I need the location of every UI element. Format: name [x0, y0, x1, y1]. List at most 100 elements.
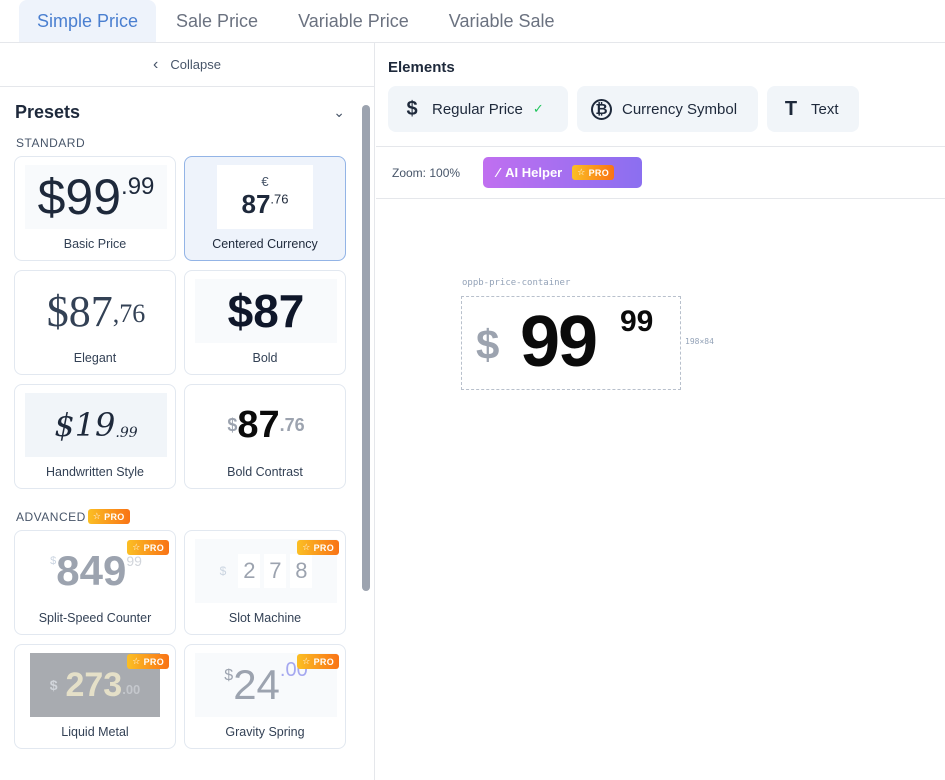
pro-badge: ☆ PRO	[297, 654, 339, 669]
preview-decimal: .99	[121, 173, 155, 200]
preset-preview: $19.99	[25, 393, 167, 457]
regular-price-button[interactable]: $ Regular Price ✓	[388, 86, 568, 132]
preset-bold[interactable]: $87 Bold	[184, 270, 346, 375]
preset-centered-currency[interactable]: € 87.76 Centered Currency	[184, 156, 346, 261]
currency-symbol-button[interactable]: ₿ Currency Symbol	[577, 86, 758, 132]
preview-currency: €	[261, 174, 269, 189]
collapse-button[interactable]: ‹ Collapse	[0, 43, 374, 87]
magic-wand-icon: ⁄	[497, 165, 500, 180]
advanced-label-text: ADVANCED	[16, 509, 86, 524]
dollar-icon: $	[406, 97, 418, 120]
tab-bar: Simple Price Sale Price Variable Price V…	[0, 0, 945, 43]
preview-currency: $	[49, 677, 58, 693]
preset-basic-price[interactable]: $99.99 Basic Price	[14, 156, 176, 261]
preset-handwritten-style[interactable]: $19.99 Handwritten Style	[14, 384, 176, 489]
tab-variable-sale[interactable]: Variable Sale	[448, 11, 555, 31]
check-icon: ✓	[532, 101, 544, 116]
preset-label: Handwritten Style	[46, 465, 144, 479]
star-icon: ☆	[577, 167, 586, 177]
presets-header[interactable]: Presets ⌄	[15, 102, 345, 123]
price-container[interactable]: $ 99 99	[461, 296, 681, 390]
preview-currency: $	[50, 555, 57, 567]
canvas-price-main[interactable]: 99	[520, 302, 598, 382]
elements-title: Elements	[388, 59, 455, 76]
preview-decimal: .99	[115, 425, 138, 441]
pro-badge: ☆ PRO	[87, 509, 130, 524]
star-icon: ☆	[132, 656, 141, 666]
preset-slot-machine[interactable]: $ 2 7 8 ☆ PRO Slot Machine	[184, 530, 346, 635]
preview-main: 87	[253, 285, 305, 337]
preset-split-speed-counter[interactable]: $849 99 ☆ PRO Split-Speed Counter	[14, 530, 176, 635]
presets-title: Presets	[15, 102, 81, 122]
design-canvas[interactable]	[376, 198, 945, 780]
preview-main: 19	[74, 406, 116, 444]
presets-sidebar: ‹ Collapse Presets ⌄ STANDARD $99.99 Bas…	[0, 43, 375, 780]
preset-gravity-spring[interactable]: $24.00 ☆ PRO Gravity Spring	[184, 644, 346, 749]
preview-currency: $	[227, 285, 254, 337]
canvas-price-decimal[interactable]: 99	[620, 305, 654, 338]
slot-reel: 8	[290, 554, 313, 588]
bitcoin-icon: ₿	[591, 98, 612, 120]
preset-preview: $849 99	[25, 539, 167, 603]
pro-badge: ☆ PRO	[572, 165, 615, 180]
preview-currency: $	[227, 414, 238, 435]
pro-badge-text: PRO	[143, 656, 164, 667]
tab-variable-price[interactable]: Variable Price	[298, 11, 409, 31]
preset-label: Bold	[252, 351, 278, 365]
preview-main: 849	[56, 547, 127, 594]
preview-currency: $	[37, 169, 66, 225]
preset-preview: € 87.76	[217, 165, 313, 229]
preset-label: Basic Price	[63, 237, 127, 251]
preview-currency: $	[54, 406, 75, 444]
pro-badge-text: PRO	[104, 511, 125, 522]
preview-price: 87.76	[242, 189, 289, 220]
pro-badge-text: PRO	[313, 656, 334, 667]
preset-label: Liquid Metal	[61, 725, 129, 739]
preset-bold-contrast[interactable]: $87.76 Bold Contrast	[184, 384, 346, 489]
preview-decimal: .76	[279, 414, 305, 435]
slot-reel: 2	[238, 554, 261, 588]
chevron-left-icon: ‹	[153, 55, 159, 73]
preview-decimal: ,76	[112, 299, 146, 328]
preset-preview: $87,76	[25, 279, 167, 343]
preview-decimal: .00	[122, 682, 141, 697]
tab-sale-price[interactable]: Sale Price	[176, 11, 259, 31]
star-icon: ☆	[302, 656, 311, 666]
preview-decimal: .76	[270, 191, 289, 207]
tab-simple-price[interactable]: Simple Price	[19, 0, 157, 42]
preview-currency: $	[219, 564, 227, 578]
sidebar-scrollbar[interactable]	[362, 105, 370, 591]
preview-main: 87	[237, 403, 280, 446]
preview-main: 87	[68, 286, 113, 336]
preset-label: Split-Speed Counter	[38, 611, 152, 625]
preview-currency: $	[46, 286, 69, 336]
canvas-currency[interactable]: $	[476, 321, 500, 368]
divider	[376, 146, 945, 147]
pro-badge-text: PRO	[313, 542, 334, 553]
star-icon: ☆	[302, 542, 311, 552]
preset-label: Centered Currency	[212, 237, 318, 251]
preset-liquid-metal[interactable]: $273.00 ☆ PRO Liquid Metal	[14, 644, 176, 749]
ai-helper-label: AI Helper	[505, 165, 563, 180]
zoom-level: Zoom: 100%	[392, 166, 461, 180]
pro-badge-text: PRO	[143, 542, 164, 553]
preset-elegant[interactable]: $87,76 Elegant	[14, 270, 176, 375]
pro-badge-text: PRO	[588, 167, 610, 178]
preset-preview: $ 2 7 8	[195, 539, 337, 603]
preview-main: 99	[65, 169, 122, 225]
text-label: Text	[811, 100, 839, 118]
preview-main: 87	[241, 189, 271, 219]
star-icon: ☆	[92, 511, 102, 521]
preview-decimal: 99	[126, 553, 142, 569]
standard-section-label: STANDARD	[16, 136, 86, 150]
star-icon: ☆	[132, 542, 141, 552]
preset-preview: $99.99	[25, 165, 167, 229]
currency-symbol-label: Currency Symbol	[622, 100, 738, 118]
text-icon: T	[784, 97, 798, 120]
preset-label: Slot Machine	[228, 611, 302, 625]
ai-helper-button[interactable]: ⁄ AI Helper ☆ PRO	[483, 157, 642, 188]
preset-preview: $87.76	[195, 393, 337, 457]
text-button[interactable]: T Text	[767, 86, 859, 132]
chevron-down-icon[interactable]: ⌄	[333, 104, 345, 120]
advanced-section-label: ADVANCED ☆ PRO	[16, 509, 130, 524]
